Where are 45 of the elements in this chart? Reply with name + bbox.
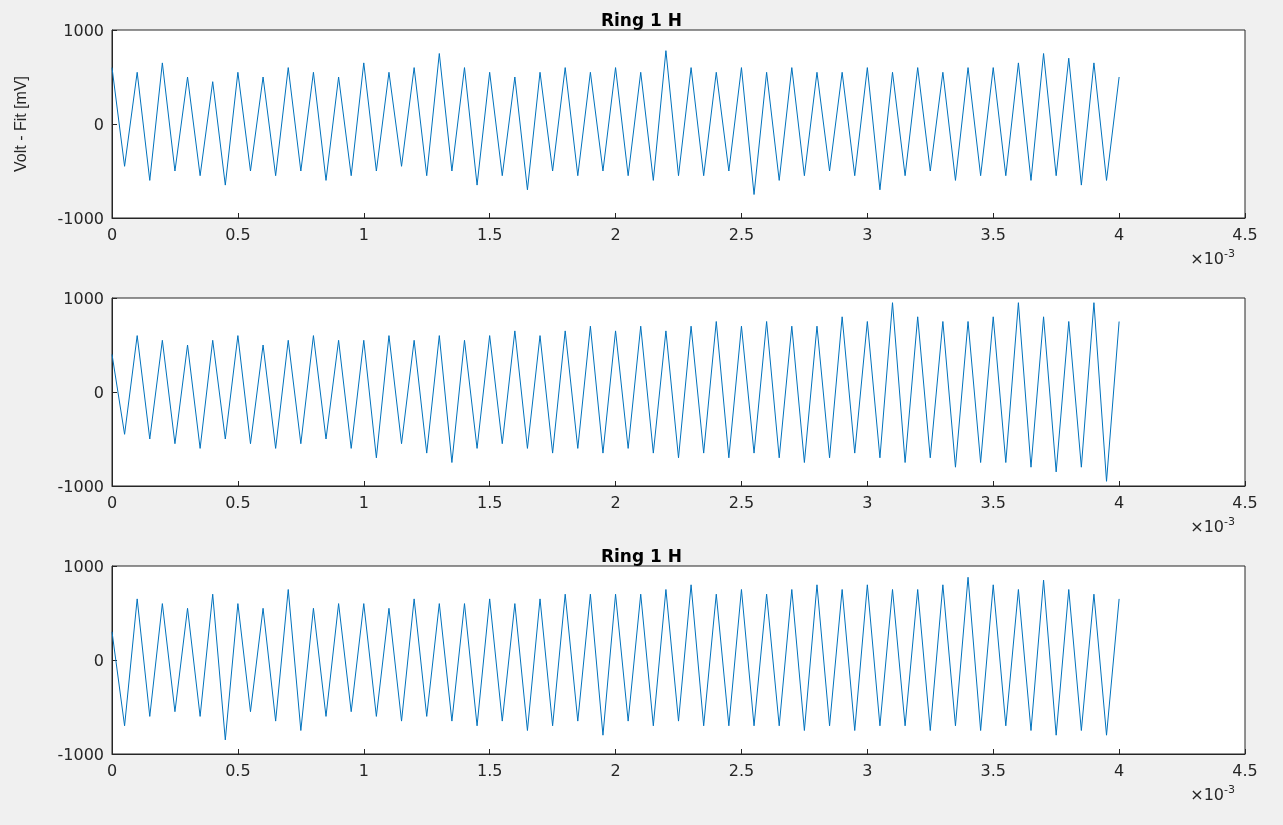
x-tick-label: 2.5 [728, 492, 755, 512]
y-tick-label: 1000 [63, 288, 104, 308]
x-tick-label: 1.5 [476, 492, 503, 512]
x-tick-label: 1 [358, 492, 369, 512]
x-tick-label: 1 [358, 760, 369, 780]
x-tick-label: 0 [106, 224, 118, 244]
x-tick-label: 2.5 [728, 760, 755, 780]
chart-title: Ring 1 H [600, 545, 683, 566]
y-tick-label: 1000 [63, 20, 104, 40]
x-tick-label: 4 [1114, 224, 1125, 244]
x-tick-label: 2 [610, 224, 621, 244]
y-tick-label: -1000 [57, 744, 104, 764]
line-series [111, 50, 1120, 195]
y-tick-label: 1000 [63, 556, 104, 576]
y-tick-label: 0 [93, 650, 104, 670]
y-tick-label: 0 [93, 382, 104, 402]
x-tick-label: 2 [610, 760, 621, 780]
chart-title: Ring 1 H [600, 9, 683, 30]
x-tick-label: 4.5 [1232, 224, 1258, 244]
x-tick-label: 4.5 [1232, 492, 1258, 512]
y-tick-label: -1000 [57, 476, 104, 496]
y-axis-title: Volt - Fit [mV] [11, 75, 29, 173]
x-tick-label: 4.5 [1232, 760, 1258, 780]
x-tick-label: 3 [862, 760, 873, 780]
x-tick-label: 1.5 [476, 760, 503, 780]
x-tick-label: 3 [862, 492, 873, 512]
x-tick-label: 2 [610, 492, 621, 512]
x-tick-label: 0 [106, 760, 118, 780]
x-tick-label: 0 [106, 492, 118, 512]
x-tick-label: 3.5 [980, 760, 1006, 780]
y-tick-label: 0 [93, 114, 104, 134]
line-series [111, 576, 1120, 741]
x-tick-label: 4 [1114, 760, 1125, 780]
x-tick-label: 0.5 [225, 760, 251, 780]
x-tick-label: 4 [1114, 492, 1125, 512]
x-tick-label: 3.5 [980, 224, 1006, 244]
x-tick-label: 1.5 [476, 224, 503, 244]
x-tick-label: 3.5 [980, 492, 1006, 512]
x-tick-label: 1 [358, 224, 369, 244]
x-tick-label: 0.5 [225, 224, 251, 244]
x-tick-label: 0.5 [225, 492, 251, 512]
y-tick-label: -1000 [57, 208, 104, 228]
x-tick-label: 3 [862, 224, 873, 244]
x-tick-label: 2.5 [728, 224, 755, 244]
line-series [111, 302, 1120, 482]
